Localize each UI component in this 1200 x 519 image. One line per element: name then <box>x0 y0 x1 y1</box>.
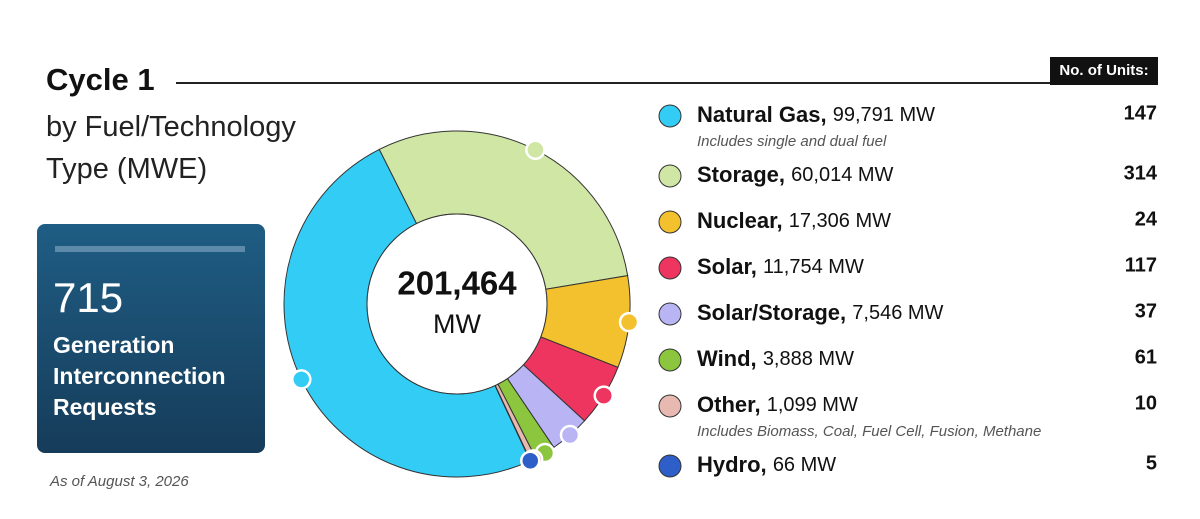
legend-value: 3,888 MW <box>763 348 854 370</box>
unit-count: 10 <box>1135 392 1157 414</box>
legend-value: 1,099 MW <box>767 394 858 416</box>
legend-label: Solar/Storage, 7,546 MW <box>697 300 944 325</box>
legend-label: Wind, 3,888 MW <box>697 346 854 371</box>
legend-value: 60,014 MW <box>791 164 893 186</box>
segment-dot <box>593 385 614 406</box>
legend-swatch <box>658 302 682 326</box>
legend-swatch <box>658 454 682 478</box>
footnote: As of August 3, 2026 <box>50 473 189 490</box>
segment-dot <box>525 139 546 161</box>
legend-name: Solar, <box>697 254 757 279</box>
summary-label: Generation Interconnection Requests <box>53 332 226 420</box>
legend-value: 17,306 MW <box>789 210 891 232</box>
legend-name: Other, <box>697 392 761 417</box>
legend-swatch <box>658 256 682 280</box>
segment-dot <box>291 369 312 390</box>
legend-label: Natural Gas, 99,791 MW <box>697 102 935 127</box>
segment-dot <box>520 450 541 471</box>
legend-value: 7,546 MW <box>852 302 943 324</box>
box-bar <box>55 246 245 252</box>
legend-swatch <box>658 394 682 418</box>
legend-name: Hydro, <box>697 452 767 477</box>
legend-note: Includes single and dual fuel <box>697 133 887 150</box>
legend-label: Other, 1,099 MW <box>697 392 858 417</box>
legend-label: Hydro, 66 MW <box>697 452 836 477</box>
legend-name: Solar/Storage, <box>697 300 846 325</box>
legend-swatch <box>658 104 682 128</box>
rule <box>176 82 1052 84</box>
unit-count: 117 <box>1125 254 1157 276</box>
donut-hole <box>366 213 548 395</box>
segment-dot <box>618 311 640 333</box>
unit-count: 5 <box>1146 452 1157 474</box>
legend-name: Nuclear, <box>697 208 783 233</box>
summary-box: 715 Generation Interconnection Requests <box>37 224 265 453</box>
legend-name: Natural Gas, <box>697 102 827 127</box>
legend-swatch <box>658 164 682 188</box>
summary-count: 715 <box>53 274 124 321</box>
title: Cycle 1 <box>46 62 155 97</box>
unit-count: 61 <box>1135 346 1157 368</box>
subtitle: by Fuel/Technology Type (MWE) <box>46 111 296 185</box>
unit-count: 24 <box>1135 208 1158 230</box>
legend-note: Includes Biomass, Coal, Fuel Cell, Fusio… <box>697 423 1041 440</box>
total-value: 201,464 <box>397 265 517 302</box>
legend-value: 66 MW <box>773 454 836 476</box>
legend-swatch <box>658 348 682 372</box>
legend-value: 11,754 MW <box>763 256 864 278</box>
total-unit: MW <box>433 309 481 339</box>
legend-name: Wind, <box>697 346 757 371</box>
legend-label: Storage, 60,014 MW <box>697 162 894 187</box>
legend-name: Storage, <box>697 162 785 187</box>
legend-label: Solar, 11,754 MW <box>697 254 864 279</box>
legend-swatch <box>658 210 682 234</box>
unit-count: 314 <box>1124 162 1158 184</box>
legend-value: 99,791 MW <box>833 104 935 126</box>
segment-dot <box>559 424 581 446</box>
legend-label: Nuclear, 17,306 MW <box>697 208 891 233</box>
units-title: No. of Units: <box>1050 57 1158 85</box>
unit-count: 147 <box>1124 102 1157 124</box>
unit-count: 37 <box>1135 300 1157 322</box>
